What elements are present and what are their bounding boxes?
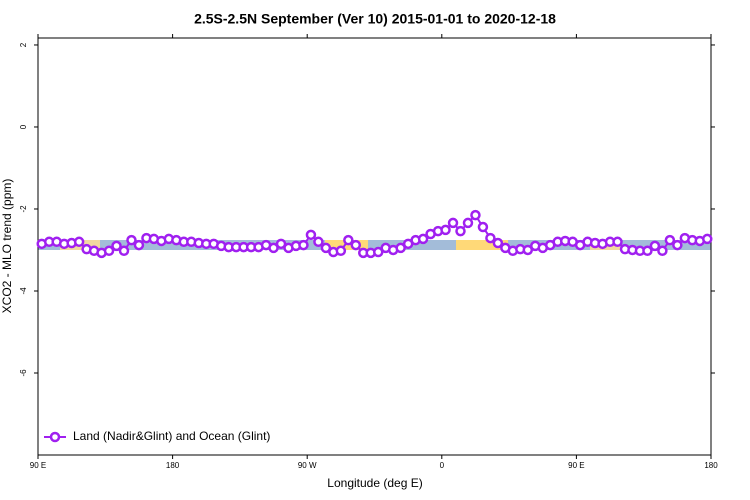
x-tick-label: 90 E [568,461,584,470]
data-point [657,245,668,257]
data-point [103,245,115,257]
legend-label: Land (Nadir&Glint) and Ocean (Glint) [73,429,270,443]
data-point [298,239,309,251]
data-point [447,217,459,229]
data-point [73,236,85,248]
data-point [268,242,279,254]
data-point [320,242,332,254]
data-point [350,239,362,251]
data-point [395,242,406,254]
data-point [522,244,534,256]
data-point [672,239,683,251]
y-tick-label: 2 [19,42,28,47]
data-point [372,246,384,258]
data-point [126,234,137,246]
data-point [702,233,713,245]
data-point [470,209,481,221]
data-point [462,217,474,229]
data-point [275,238,287,250]
y-tick-label: -4 [19,287,28,295]
data-point [485,232,496,244]
x-tick-label: 180 [166,461,180,470]
data-point [649,240,661,252]
y-tick-label: 0 [19,124,28,129]
x-axis-label: Longitude (deg E) [327,476,422,490]
y-tick-label: -2 [19,205,28,213]
data-point [492,237,504,249]
x-tick-label: 90 W [298,461,317,470]
data-point [642,245,653,257]
chart-title: 2.5S-2.5N September (Ver 10) 2015-01-01 … [194,11,556,27]
land-band [456,240,508,250]
legend-marker [49,431,61,443]
data-point [305,229,317,241]
data-point [313,236,324,248]
x-tick-label: 0 [440,461,445,470]
data-point [111,240,122,252]
data-point [133,239,145,251]
data-point [664,234,676,246]
y-tick-label: -6 [19,369,28,377]
data-point [612,236,623,248]
data-point [118,245,130,257]
data-point [455,225,466,237]
x-tick-label: 90 E [30,461,46,470]
data-point [343,234,354,246]
x-tick-label: 180 [704,461,718,470]
data-point [477,221,489,233]
data-point [440,224,451,236]
y-axis-label: XCO2 - MLO trend (ppm) [0,179,14,314]
data-point [417,233,429,245]
data-point [335,245,347,257]
ocean-band [38,240,711,250]
